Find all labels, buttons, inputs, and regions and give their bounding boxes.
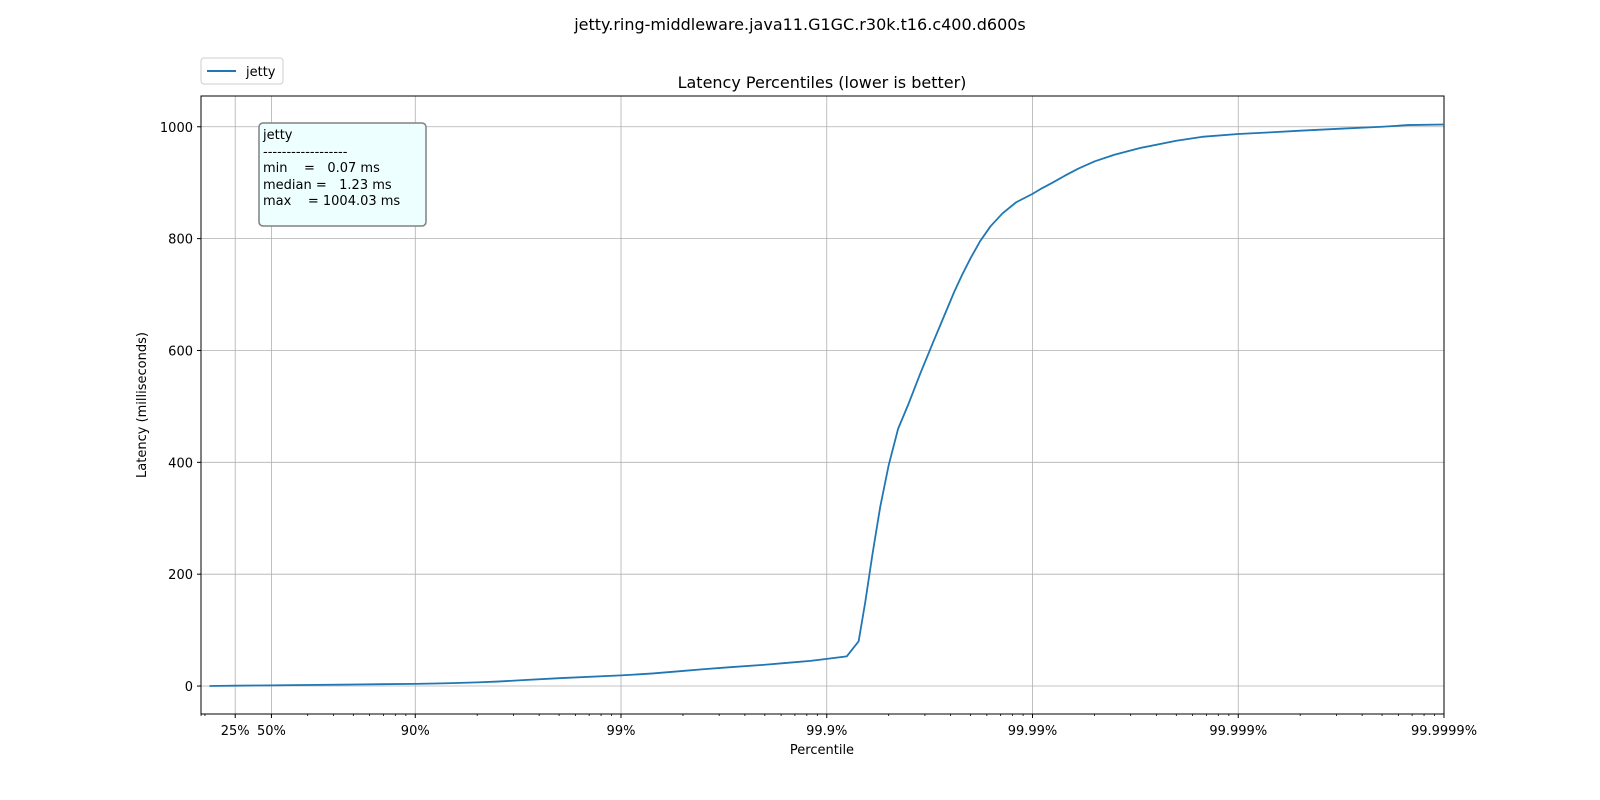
plot-area-frame <box>200 95 1445 715</box>
y-axis-label: Latency (milliseconds) <box>135 332 150 478</box>
x-tick-label: 99.9999% <box>1411 724 1477 739</box>
x-tick-label: 99.9% <box>806 724 847 739</box>
y-tick-label: 1000 <box>160 121 193 136</box>
y-tick-label: 800 <box>168 233 193 248</box>
stats-box: jetty ------------------ min = 0.07 ms m… <box>258 122 427 227</box>
series-line-jetty <box>209 123 1445 687</box>
stats-line-series: jetty <box>262 128 293 143</box>
legend: jetty <box>200 57 284 85</box>
stats-line-divider: ------------------ <box>263 145 348 160</box>
y-tick-label: 400 <box>168 456 193 471</box>
stats-line-max: max = 1004.03 ms <box>263 194 400 209</box>
stats-line-median: median = 1.23 ms <box>263 178 392 193</box>
grid-lines <box>201 96 1445 714</box>
chart-title: Latency Percentiles (lower is better) <box>678 73 967 92</box>
x-tick-label: 99% <box>607 724 636 739</box>
y-tick-label: 0 <box>185 680 193 695</box>
x-axis-ticks: 25% 50% 90% 99% 99.9% 99.99% 99.999% 99.9999% <box>200 714 1477 739</box>
x-tick-label: 99.99% <box>1008 724 1058 739</box>
stats-line-min: min = 0.07 ms <box>263 161 380 176</box>
series-layer <box>209 123 1445 687</box>
x-tick-label: 50% <box>257 724 286 739</box>
x-axis-label: Percentile <box>790 743 854 758</box>
figure-suptitle: jetty.ring-middleware.java11.G1GC.r30k.t… <box>573 15 1026 34</box>
legend-frame <box>200 57 284 85</box>
x-tick-label: 99.999% <box>1209 724 1267 739</box>
y-tick-label: 200 <box>168 568 193 583</box>
x-tick-label: 90% <box>401 724 430 739</box>
x-tick-label: 25% <box>221 724 250 739</box>
stats-box-frame <box>258 122 427 227</box>
y-axis-ticks: 0 200 400 600 800 1000 <box>160 121 201 695</box>
legend-label-jetty: jetty <box>245 65 276 80</box>
y-tick-label: 600 <box>168 344 193 359</box>
